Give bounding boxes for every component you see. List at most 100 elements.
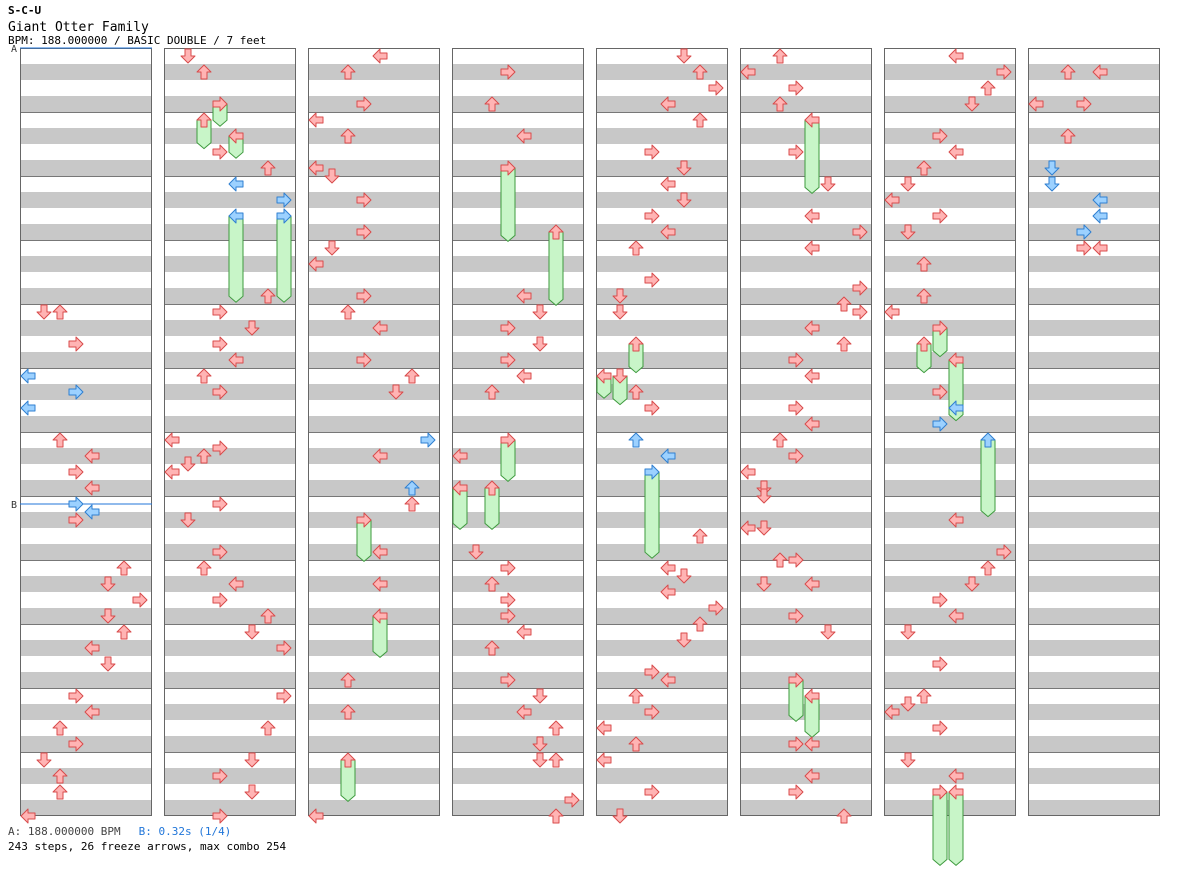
freeze-arrow — [804, 119, 820, 195]
beat-stripe — [20, 320, 152, 336]
step-arrow-right — [276, 640, 292, 656]
step-arrow-right — [420, 432, 436, 448]
marker-label: A — [11, 44, 17, 55]
step-arrow-left — [740, 520, 756, 536]
column-border — [596, 48, 728, 816]
step-arrow-down — [244, 752, 260, 768]
beat-stripe — [740, 800, 872, 816]
step-arrow-left — [1092, 240, 1108, 256]
step-arrow-left — [164, 432, 180, 448]
step-arrow-left — [948, 400, 964, 416]
step-arrow-up — [916, 688, 932, 704]
beat-stripe — [884, 96, 1016, 112]
beat-stripe — [1028, 736, 1160, 752]
step-arrow-right — [500, 352, 516, 368]
beat-stripe — [20, 384, 152, 400]
step-arrow-down — [324, 168, 340, 184]
beat-stripe — [596, 480, 728, 496]
beat-stripe — [452, 96, 584, 112]
step-arrow-right — [788, 400, 804, 416]
step-arrow-right — [1076, 240, 1092, 256]
beat-stripe — [164, 416, 296, 432]
step-arrow-up — [52, 432, 68, 448]
step-arrow-left — [804, 208, 820, 224]
freeze-arrow — [644, 471, 660, 559]
beat-stripe — [884, 576, 1016, 592]
step-arrow-left — [884, 304, 900, 320]
step-arrow-down — [244, 624, 260, 640]
beat-stripe — [20, 160, 152, 176]
step-arrow-up — [484, 96, 500, 112]
beat-stripe — [596, 320, 728, 336]
beat-stripe — [884, 128, 1016, 144]
step-arrow-left — [452, 448, 468, 464]
beat-stripe — [1028, 480, 1160, 496]
step-arrow-down — [964, 576, 980, 592]
step-arrow-up — [628, 432, 644, 448]
beat-stripe — [596, 736, 728, 752]
step-arrow-left — [596, 720, 612, 736]
beat-stripe — [164, 544, 296, 560]
step-arrow-left — [884, 192, 900, 208]
beat-stripe — [596, 576, 728, 592]
step-arrow-left — [308, 256, 324, 272]
beat-stripe — [164, 96, 296, 112]
step-arrow-right — [932, 128, 948, 144]
step-arrow-up — [548, 720, 564, 736]
step-arrow-down — [244, 320, 260, 336]
step-arrow-right — [788, 80, 804, 96]
step-arrow-down — [532, 736, 548, 752]
beat-stripe — [596, 352, 728, 368]
beat-stripe — [740, 672, 872, 688]
step-arrow-left — [308, 808, 324, 824]
step-arrow-right — [932, 384, 948, 400]
beat-stripe — [884, 736, 1016, 752]
step-arrow-right — [788, 736, 804, 752]
beat-stripe — [884, 160, 1016, 176]
beat-stripe — [20, 736, 152, 752]
beat-stripe — [164, 768, 296, 784]
step-arrow-down — [532, 752, 548, 768]
beat-stripe — [596, 64, 728, 80]
step-arrow-down — [100, 576, 116, 592]
step-arrow-down — [468, 544, 484, 560]
freeze-arrow — [948, 791, 964, 867]
step-arrow-left — [948, 48, 964, 64]
step-arrow-up — [260, 608, 276, 624]
beat-stripe — [20, 576, 152, 592]
step-arrow-down — [100, 608, 116, 624]
step-arrow-down — [900, 176, 916, 192]
step-arrow-right — [212, 808, 228, 824]
chart-column — [1028, 48, 1160, 816]
step-arrow-left — [84, 480, 100, 496]
step-arrow-down — [676, 632, 692, 648]
step-arrow-up — [260, 720, 276, 736]
step-arrow-up — [340, 64, 356, 80]
beat-stripe — [596, 256, 728, 272]
step-arrow-right — [644, 144, 660, 160]
step-arrow-up — [548, 808, 564, 824]
beat-stripe — [452, 160, 584, 176]
step-arrow-left — [660, 448, 676, 464]
beat-stripe — [884, 448, 1016, 464]
beat-stripe — [596, 512, 728, 528]
beat-stripe — [452, 224, 584, 240]
step-arrow-right — [356, 288, 372, 304]
step-arrow-down — [900, 624, 916, 640]
beat-stripe — [1028, 160, 1160, 176]
step-arrow-right — [212, 144, 228, 160]
step-arrow-left — [1092, 64, 1108, 80]
step-arrow-left — [1092, 208, 1108, 224]
beat-stripe — [1028, 256, 1160, 272]
chart-column — [740, 48, 872, 816]
beat-stripe — [20, 256, 152, 272]
step-arrow-left — [372, 320, 388, 336]
step-arrow-up — [260, 288, 276, 304]
beat-stripe — [740, 384, 872, 400]
beat-stripe — [596, 768, 728, 784]
step-arrow-down — [756, 520, 772, 536]
beat-stripe — [884, 544, 1016, 560]
step-arrow-left — [84, 640, 100, 656]
beat-stripe — [1028, 544, 1160, 560]
step-arrow-right — [356, 512, 372, 528]
